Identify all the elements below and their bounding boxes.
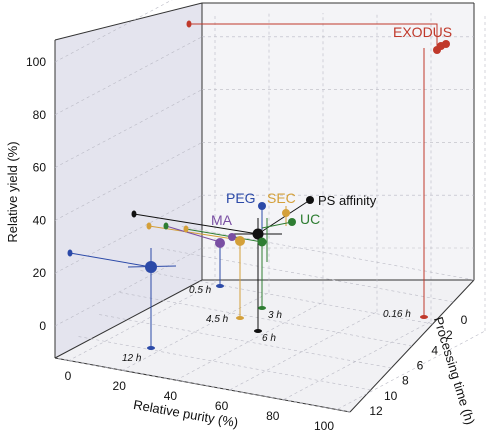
wall-marker-peg — [67, 249, 73, 257]
grid-z-back — [54, 36, 203, 116]
point-uc-2 — [288, 218, 296, 226]
label-uc: UC — [300, 211, 320, 227]
time-label-3: 3 h — [268, 310, 282, 321]
floor-marker-ps — [254, 329, 262, 333]
grid-x-floor — [337, 330, 486, 410]
tick-y-8: 8 — [402, 374, 409, 388]
tick-x-80: 80 — [266, 409, 280, 423]
point-exodus-3 — [442, 40, 450, 48]
floor-markers — [147, 284, 428, 350]
drop-line-uc-left — [185, 228, 263, 243]
point-ma — [215, 238, 225, 248]
grid-z-back — [54, 142, 203, 221]
drop-line-peg-left — [69, 252, 152, 268]
wall-marker-ma — [183, 225, 189, 233]
drop-line-exodus — [189, 23, 438, 46]
tick-x-100: 100 — [314, 419, 334, 433]
drop-line-ma-left — [165, 225, 221, 243]
wall-marker-sec — [146, 222, 152, 230]
z-axis-title: Relative yield (%) — [5, 141, 20, 242]
wall-marker-exodus — [186, 20, 192, 28]
floor-marker-peg — [147, 346, 155, 350]
tick-z-100: 100 — [26, 55, 46, 69]
label-peg: PEG — [226, 190, 256, 206]
time-label-05: 0.5 h — [189, 285, 212, 296]
grid-z-back — [54, 194, 203, 274]
back-wall — [55, 3, 202, 358]
tick-y-0: 0 — [461, 313, 468, 327]
grid-y-floor — [158, 247, 454, 303]
tick-z-80: 80 — [33, 108, 47, 122]
grid-x-floor — [283, 321, 432, 400]
grid-x-floor — [121, 292, 270, 371]
y-axis-title: Processing time (h) — [431, 315, 478, 426]
point-peg — [258, 202, 266, 210]
grid-y-floor — [137, 269, 433, 325]
tick-x-60: 60 — [215, 399, 229, 413]
label-ps-affinity: PS affinity — [318, 193, 377, 208]
tick-y-12: 12 — [369, 404, 383, 418]
grid-y-floor — [116, 291, 413, 347]
point-sec-2 — [282, 209, 290, 217]
tick-y-10: 10 — [384, 389, 398, 403]
floor — [55, 280, 474, 412]
grid-x-floor — [67, 282, 216, 362]
label-exodus: EXODUS — [393, 24, 452, 40]
time-labels: 0.16 h 0.5 h 4.5 h 3 h 6 h 12 h — [122, 285, 411, 364]
time-label-12: 12 h — [122, 353, 142, 364]
drop-lines — [69, 23, 438, 348]
point-uc — [257, 237, 267, 247]
floor-marker-uc — [258, 306, 266, 310]
drop-line-ps-left — [133, 213, 259, 235]
label-ma: MA — [211, 212, 233, 228]
label-sec: SEC — [267, 190, 296, 206]
floor-marker-ma — [216, 284, 224, 288]
tick-z-40: 40 — [33, 213, 47, 227]
point-peg-large — [145, 261, 157, 273]
grid-y-floor — [54, 357, 351, 413]
grid-z-back — [54, 89, 203, 168]
tick-y-2: 2 — [446, 328, 453, 342]
tick-x-0: 0 — [65, 369, 72, 383]
floor-marker-exodus — [420, 315, 428, 319]
tick-x-40: 40 — [164, 389, 178, 403]
grid-x-floor — [175, 301, 324, 381]
floor-marker-sec — [236, 316, 244, 320]
wall-markers — [67, 20, 192, 257]
point-ma-2 — [228, 233, 236, 241]
wall-marker-uc — [163, 222, 169, 230]
tick-x-20: 20 — [113, 379, 127, 393]
side-wall — [202, 3, 474, 280]
time-label-6: 6 h — [262, 333, 276, 344]
point-ps-2 — [306, 196, 314, 204]
grid-y-floor — [96, 313, 392, 369]
data-points — [145, 40, 450, 273]
grid-y-floor — [178, 225, 475, 281]
tick-z-20: 20 — [33, 266, 47, 280]
grid-y-floor — [75, 335, 371, 391]
point-ps — [252, 228, 264, 240]
wall-marker-ps — [131, 210, 137, 218]
grid-x-floor — [229, 311, 378, 391]
tick-z-0: 0 — [39, 319, 46, 333]
grid-z-back — [54, 247, 203, 327]
tick-y-4: 4 — [431, 343, 438, 357]
point-sec — [235, 236, 245, 246]
tick-y-6: 6 — [417, 359, 424, 373]
time-label-016: 0.16 h — [383, 309, 411, 320]
time-label-45: 4.5 h — [206, 314, 229, 325]
grid-lines — [54, 0, 486, 413]
tick-z-60: 60 — [33, 161, 47, 175]
